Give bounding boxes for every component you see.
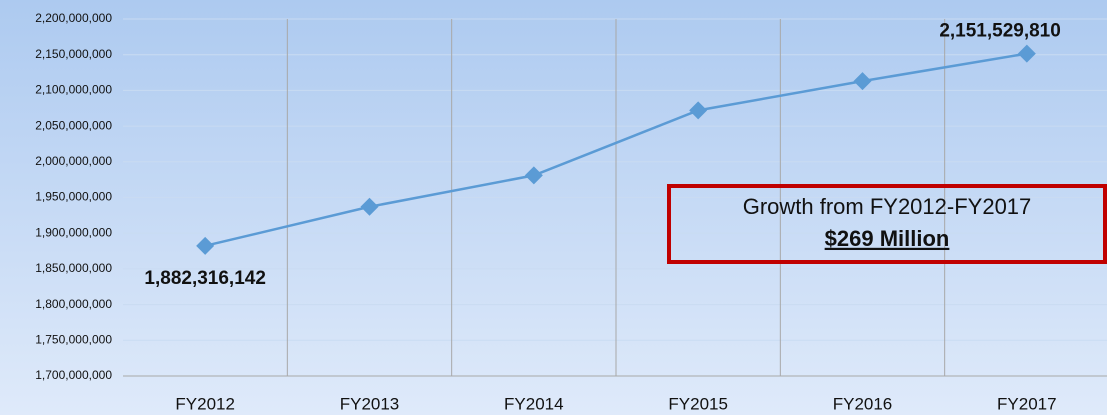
x-tick-label: FY2014	[504, 394, 564, 413]
y-tick-label: 1,800,000,000	[35, 297, 112, 311]
annotation-box	[667, 184, 1107, 264]
y-tick-label: 1,900,000,000	[35, 225, 112, 239]
x-tick-label: FY2016	[833, 394, 893, 413]
annotation-text: Growth from FY2012-FY2017	[743, 194, 1032, 219]
y-tick-label: 1,700,000,000	[35, 368, 112, 382]
data-point	[853, 72, 872, 91]
marks	[196, 44, 1036, 255]
grid	[123, 18, 1107, 377]
data-point	[689, 101, 708, 120]
data-point	[360, 197, 379, 216]
series-line	[204, 52, 1028, 248]
y-tick-label: 2,150,000,000	[35, 47, 112, 61]
data-label: 1,882,316,142	[144, 268, 266, 289]
data-point	[196, 236, 215, 255]
y-tick-label: 2,050,000,000	[35, 118, 112, 132]
y-tick-label: 2,000,000,000	[35, 154, 112, 168]
y-tick-label: 1,750,000,000	[35, 332, 112, 346]
data-label: 2,151,529,810	[939, 21, 1061, 42]
y-tick-label: 2,200,000,000	[35, 11, 112, 25]
y-tick-label: 1,850,000,000	[35, 261, 112, 275]
x-tick-label: FY2013	[340, 394, 400, 413]
y-tick-label: 2,100,000,000	[35, 83, 112, 97]
x-tick-label: FY2012	[175, 394, 235, 413]
data-point	[524, 166, 543, 185]
data-point	[1017, 44, 1036, 63]
y-tick-label: 1,950,000,000	[35, 190, 112, 204]
x-tick-label: FY2017	[997, 394, 1057, 413]
x-tick-label: FY2015	[668, 394, 728, 413]
annotation-highlight: $269 Million	[825, 226, 950, 251]
